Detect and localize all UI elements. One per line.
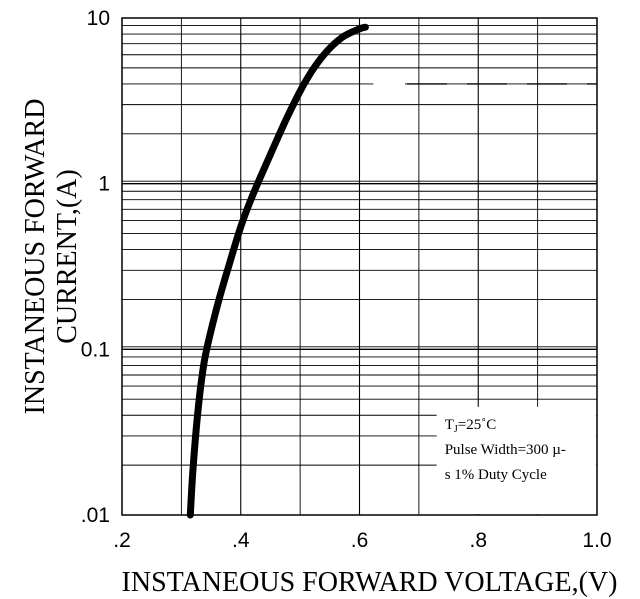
x-tick-label: .4 <box>232 529 250 552</box>
legend-background <box>436 406 596 514</box>
legend-text-line: s 1% Duty Cycle <box>445 467 547 483</box>
y-tick-label: 1 <box>98 173 110 196</box>
plot-frame <box>121 17 598 516</box>
y-axis-title-line: CURRENT,(A) <box>52 169 83 343</box>
legend-text-line: TJ=25˚C <box>445 417 497 435</box>
dashed-line-gap <box>373 82 405 85</box>
dashed-reference-line <box>373 82 597 85</box>
y-axis-title-line: INSTANEOUS FORWARD <box>20 99 51 415</box>
x-tick-label: .2 <box>113 529 131 552</box>
forward-current-curve <box>186 23 369 519</box>
y-tick-label: 0.1 <box>81 338 110 361</box>
x-tick-label: .6 <box>351 529 369 552</box>
x-tick-labels: .2 .4 .6 .8 1.0 <box>113 529 611 552</box>
y-tick-labels: .01 0.1 1 10 <box>81 7 110 527</box>
x-tick-label: 1.0 <box>582 529 611 552</box>
y-tick-label: .01 <box>81 504 110 527</box>
x-tick-label: .8 <box>469 529 487 552</box>
legend-text-line: Pulse Width=300 µ- <box>445 442 566 458</box>
legend-box: TJ=25˚C Pulse Width=300 µ-s 1% Duty Cycle <box>436 406 596 514</box>
x-axis-title: INSTANEOUS FORWARD VOLTAGE,(V) <box>122 567 618 598</box>
series-layer <box>186 23 369 519</box>
y-tick-label: 10 <box>87 7 110 30</box>
y-axis-title: INSTANEOUS FORWARD CURRENT,(A) <box>20 99 83 415</box>
